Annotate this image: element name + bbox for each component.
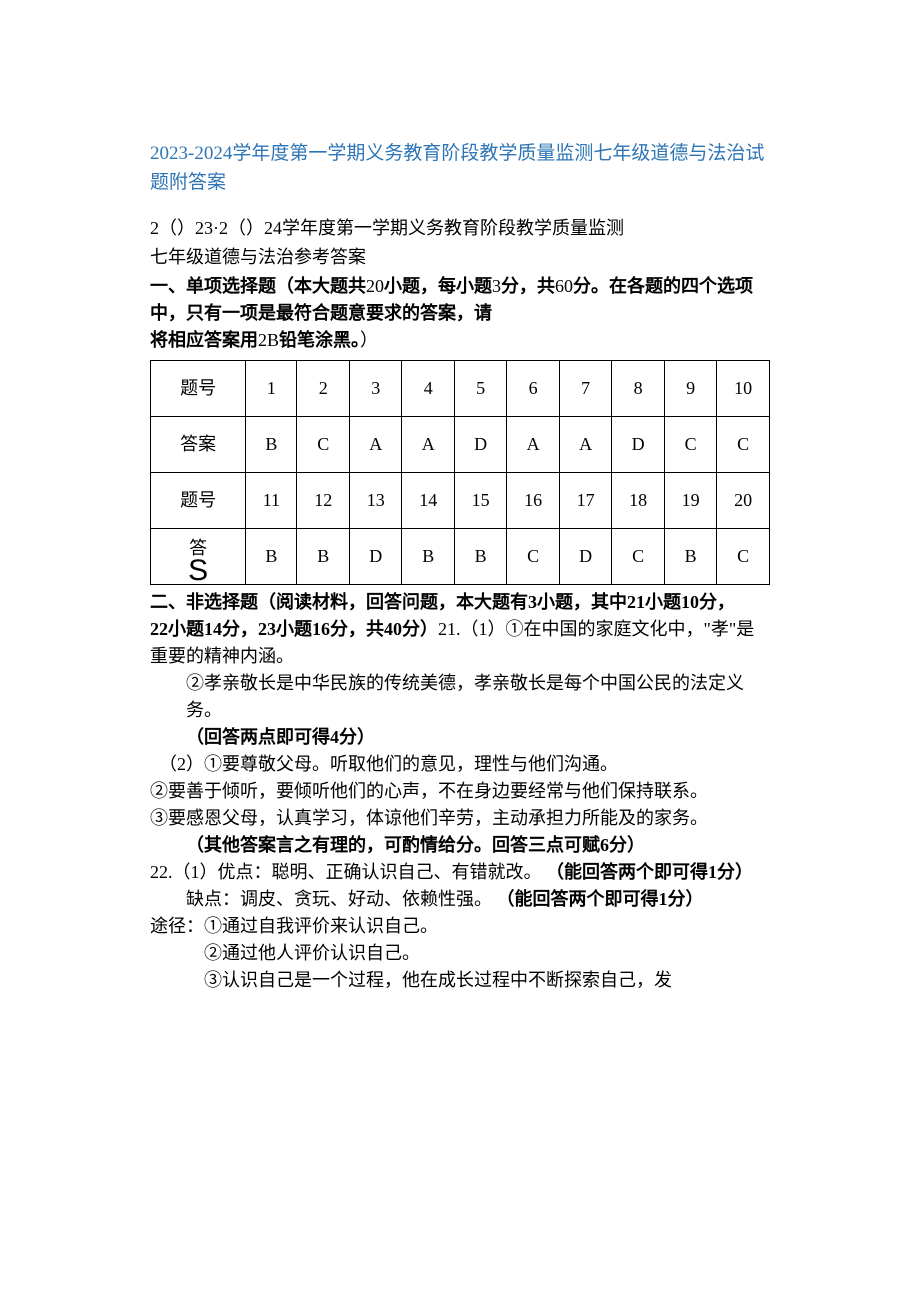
s1-b5: 将相应答案用 xyxy=(150,330,258,350)
table-cell: 6 xyxy=(507,361,559,417)
section-2-heading-l2: 22小题14分，23小题16分，共40分）21.（1）①在中国的家庭文化中，"孝… xyxy=(150,616,770,670)
table-cell: 17 xyxy=(559,473,611,529)
table-cell: 18 xyxy=(612,473,664,529)
s1-b6: 铅笔涂黑。 xyxy=(279,330,360,350)
s1-b1: 一、单项选择题（本大题共 xyxy=(150,276,366,296)
table-cell: C xyxy=(717,417,770,473)
table-cell: B xyxy=(402,529,454,585)
table-row: 题号 1 2 3 4 5 6 7 8 9 10 xyxy=(151,361,770,417)
q22-cons-pre: 缺点：调皮、贪玩、好动、依赖性强。 xyxy=(186,889,492,909)
table-cell: 4 xyxy=(402,361,454,417)
table-cell: 3 xyxy=(349,361,401,417)
table-cell: B xyxy=(246,529,297,585)
table-cell: D xyxy=(559,529,611,585)
s1-n2: 3 xyxy=(492,276,501,296)
table-cell: 14 xyxy=(402,473,454,529)
s1-n5: ） xyxy=(360,330,378,350)
s1-b2: 小题，每小题 xyxy=(384,276,492,296)
q21-2-2: ②要善于倾听，要倾听他们的心声，不在身边要经常与他们保持联系。 xyxy=(150,778,770,805)
subtitle-line-2: 七年级道德与法治参考答案 xyxy=(150,244,770,271)
table-cell: B xyxy=(297,529,349,585)
q22-1: 22.（1）优点：聪明、正确认识自己、有错就改。 （能回答两个即可得1分） xyxy=(150,859,770,886)
row-label: 答案 xyxy=(151,417,246,473)
q21-1-p2: ②孝亲敬长是中华民族的传统美德，孝亲敬长是每个中国公民的法定义务。 xyxy=(150,670,770,724)
table-cell: A xyxy=(402,417,454,473)
table-cell: D xyxy=(349,529,401,585)
s2-h1: 二、非选择题（阅读材料，回答问题，本大题有3小题，其中21小题10分， xyxy=(150,592,735,612)
table-cell: D xyxy=(454,417,506,473)
q22-cons: 缺点：调皮、贪玩、好动、依赖性强。 （能回答两个即可得1分） xyxy=(150,886,770,913)
q22-cons-score: （能回答两个即可得1分） xyxy=(497,889,704,909)
table-cell: 7 xyxy=(559,361,611,417)
section-1-heading-line-2: 将相应答案用2B铅笔涂黑。） xyxy=(150,327,770,354)
table-cell: A xyxy=(349,417,401,473)
table-cell: 1 xyxy=(246,361,297,417)
q22-ways-1: 途径：①通过自我评价来认识自己。 xyxy=(150,913,770,940)
table-cell: 9 xyxy=(664,361,716,417)
table-cell: 16 xyxy=(507,473,559,529)
row-label: 题号 xyxy=(151,361,246,417)
s1-n3: 60 xyxy=(555,276,573,296)
s1-n1: 20 xyxy=(366,276,384,296)
q21-1-score: （回答两点即可得4分） xyxy=(150,724,770,751)
row4-label-text: 答S xyxy=(157,539,239,584)
table-cell: C xyxy=(507,529,559,585)
table-row: 答S B B D B B C D C B C xyxy=(151,529,770,585)
q22-ways-3: ③认识自己是一个过程，他在成长过程中不断探索自己，发 xyxy=(150,967,770,994)
q22-ways-2: ②通过他人评价认识自己。 xyxy=(150,940,770,967)
table-cell: B xyxy=(454,529,506,585)
table-row: 答案 B C A A D A A D C C xyxy=(151,417,770,473)
table-cell: 13 xyxy=(349,473,401,529)
subtitle-line-1: 2（）23·2（）24学年度第一学期义务教育阶段教学质量监测 xyxy=(150,215,770,242)
q22-1-pre: 22.（1）优点：聪明、正确认识自己、有错就改。 xyxy=(150,862,542,882)
table-cell: D xyxy=(612,417,664,473)
q21-2-3: ③要感恩父母，认真学习，体谅他们辛劳，主动承担力所能及的家务。 xyxy=(150,805,770,832)
s1-n4: 2B xyxy=(258,330,279,350)
table-cell: 8 xyxy=(612,361,664,417)
q21-2-score: （其他答案言之有理的，可酌情给分。回答三点可赋6分） xyxy=(150,832,770,859)
table-cell: 11 xyxy=(246,473,297,529)
section-1-heading: 一、单项选择题（本大题共20小题，每小题3分，共60分。在各题的四个选项中，只有… xyxy=(150,273,770,327)
row-label: 答S xyxy=(151,529,246,585)
table-cell: 15 xyxy=(454,473,506,529)
section-2-heading: 二、非选择题（阅读材料，回答问题，本大题有3小题，其中21小题10分， xyxy=(150,589,770,616)
s2-h2: 22小题14分，23小题16分，共40分） xyxy=(150,619,438,639)
table-cell: 12 xyxy=(297,473,349,529)
table-cell: B xyxy=(664,529,716,585)
q22-1-score: （能回答两个即可得1分） xyxy=(546,862,753,882)
row-label: 题号 xyxy=(151,473,246,529)
table-cell: 20 xyxy=(717,473,770,529)
table-row: 题号 11 12 13 14 15 16 17 18 19 20 xyxy=(151,473,770,529)
s1-b3: 分，共 xyxy=(501,276,555,296)
q21-2-1: （2）①要尊敬父母。听取他们的意见，理性与他们沟通。 xyxy=(150,751,770,778)
table-cell: 2 xyxy=(297,361,349,417)
table-cell: C xyxy=(612,529,664,585)
table-cell: A xyxy=(559,417,611,473)
table-cell: 10 xyxy=(717,361,770,417)
answer-table: 题号 1 2 3 4 5 6 7 8 9 10 答案 B C A A D A A… xyxy=(150,360,770,585)
table-cell: C xyxy=(717,529,770,585)
table-cell: 19 xyxy=(664,473,716,529)
table-cell: C xyxy=(297,417,349,473)
table-cell: B xyxy=(246,417,297,473)
table-cell: A xyxy=(507,417,559,473)
table-cell: 5 xyxy=(454,361,506,417)
table-cell: C xyxy=(664,417,716,473)
document-title: 2023-2024学年度第一学期义务教育阶段教学质量监测七年级道德与法治试题附答… xyxy=(150,140,770,197)
